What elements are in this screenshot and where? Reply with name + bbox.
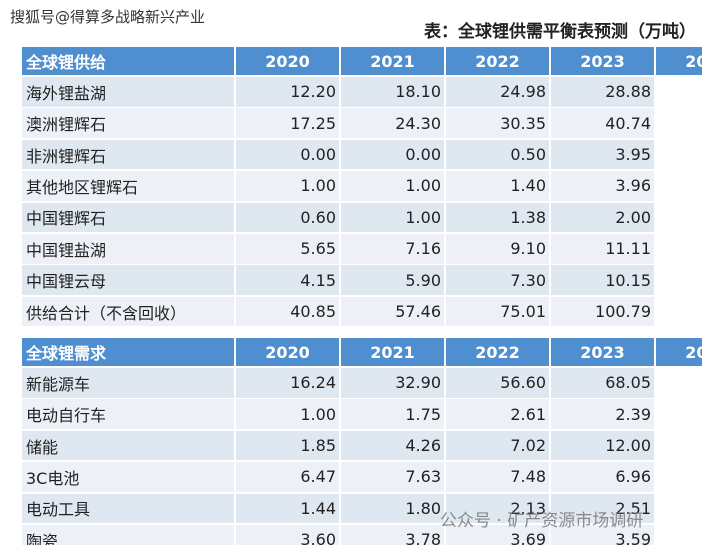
header-cell: 2020 xyxy=(236,47,339,75)
value-cell: 1.00 xyxy=(236,171,339,201)
value-cell: 18.10 xyxy=(341,77,444,107)
header-cell: 全球锂需求 xyxy=(22,338,234,366)
value-cell: 24.98 xyxy=(446,77,549,107)
header-cell: 2023 xyxy=(551,47,654,75)
row-label: 电动工具 xyxy=(22,493,234,524)
table-title: 表：全球锂供需平衡表预测（万吨） xyxy=(424,22,696,42)
header-cell: 2022 xyxy=(446,338,549,366)
header-cell: 2020 xyxy=(236,338,339,366)
value-cell: 7.48 xyxy=(446,462,549,492)
value-cell: 7.30 xyxy=(446,265,549,295)
value-cell: 56.60 xyxy=(446,368,549,398)
value-cell: 1.75 xyxy=(341,399,444,429)
value-cell: 28.88 xyxy=(551,77,654,107)
value-cell: 2.39 xyxy=(551,399,654,429)
value-cell: 1.38 xyxy=(446,202,549,233)
value-cell: 2.00 xyxy=(551,202,654,233)
value-cell: 2.51 xyxy=(551,493,654,524)
value-cell: 9.10 xyxy=(446,234,549,264)
row-label: 3C电池 xyxy=(22,462,234,492)
row-label: 中国锂云母 xyxy=(22,265,234,295)
value-cell: 68.05 xyxy=(551,368,654,398)
value-cell: 12.20 xyxy=(236,77,339,107)
value-cell: 0.00 xyxy=(341,139,444,170)
header-cell: 2024 xyxy=(656,338,702,366)
value-cell: 24.30 xyxy=(341,108,444,138)
value-cell: 3.60 xyxy=(236,525,339,545)
value-cell: 1.80 xyxy=(341,493,444,524)
value-cell: 0.60 xyxy=(236,202,339,233)
value-cell: 7.63 xyxy=(341,462,444,492)
value-cell: 0.50 xyxy=(446,139,549,170)
value-cell: 6.96 xyxy=(551,462,654,492)
value-cell: 10.15 xyxy=(551,265,654,295)
row-label: 新能源车 xyxy=(22,368,234,398)
header-cell: 2021 xyxy=(341,47,444,75)
row-label: 电动自行车 xyxy=(22,399,234,429)
value-cell: 0.00 xyxy=(236,139,339,170)
value-cell: 57.46 xyxy=(341,296,444,327)
value-cell: 1.85 xyxy=(236,430,339,461)
header-cell: 2023 xyxy=(551,338,654,366)
row-label: 中国锂辉石 xyxy=(22,202,234,233)
row-label: 中国锂盐湖 xyxy=(22,234,234,264)
value-cell: 1.00 xyxy=(341,202,444,233)
header-cell: 2021 xyxy=(341,338,444,366)
row-label: 澳洲锂辉石 xyxy=(22,108,234,138)
value-cell: 30.35 xyxy=(446,108,549,138)
value-cell: 3.59 xyxy=(551,525,654,545)
value-cell: 4.26 xyxy=(341,430,444,461)
value-cell: 32.90 xyxy=(341,368,444,398)
value-cell: 2.13 xyxy=(446,493,549,524)
value-cell: 1.00 xyxy=(236,399,339,429)
row-label: 其他地区锂辉石 xyxy=(22,171,234,201)
value-cell: 5.65 xyxy=(236,234,339,264)
row-label: 非洲锂辉石 xyxy=(22,139,234,170)
row-label: 储能 xyxy=(22,430,234,461)
value-cell: 1.44 xyxy=(236,493,339,524)
value-cell: 3.96 xyxy=(551,171,654,201)
value-cell: 75.01 xyxy=(446,296,549,327)
value-cell: 12.00 xyxy=(551,430,654,461)
header-cell: 2022 xyxy=(446,47,549,75)
value-cell: 11.11 xyxy=(551,234,654,264)
value-cell: 2.61 xyxy=(446,399,549,429)
header-cell: 2024 xyxy=(656,47,702,75)
value-cell: 17.25 xyxy=(236,108,339,138)
value-cell: 7.16 xyxy=(341,234,444,264)
footer-watermark: 公众号 · 矿产资源市场调研 xyxy=(440,511,644,531)
value-cell: 7.02 xyxy=(446,430,549,461)
header-cell: 全球锂供给 xyxy=(22,47,234,75)
value-cell: 100.79 xyxy=(551,296,654,327)
value-cell: 16.24 xyxy=(236,368,339,398)
watermark: 搜狐号@得算多战略新兴产业 xyxy=(10,8,206,26)
value-cell: 1.40 xyxy=(446,171,549,201)
value-cell: 4.15 xyxy=(236,265,339,295)
row-label: 海外锂盐湖 xyxy=(22,77,234,107)
value-cell: 3.95 xyxy=(551,139,654,170)
value-cell: 1.00 xyxy=(341,171,444,201)
value-cell: 3.78 xyxy=(341,525,444,545)
row-label: 供给合计（不含回收） xyxy=(22,296,234,327)
value-cell: 3.69 xyxy=(446,525,549,545)
value-cell: 40.85 xyxy=(236,296,339,327)
row-label: 陶瓷 xyxy=(22,525,234,545)
value-cell: 6.47 xyxy=(236,462,339,492)
value-cell: 5.90 xyxy=(341,265,444,295)
value-cell: 40.74 xyxy=(551,108,654,138)
